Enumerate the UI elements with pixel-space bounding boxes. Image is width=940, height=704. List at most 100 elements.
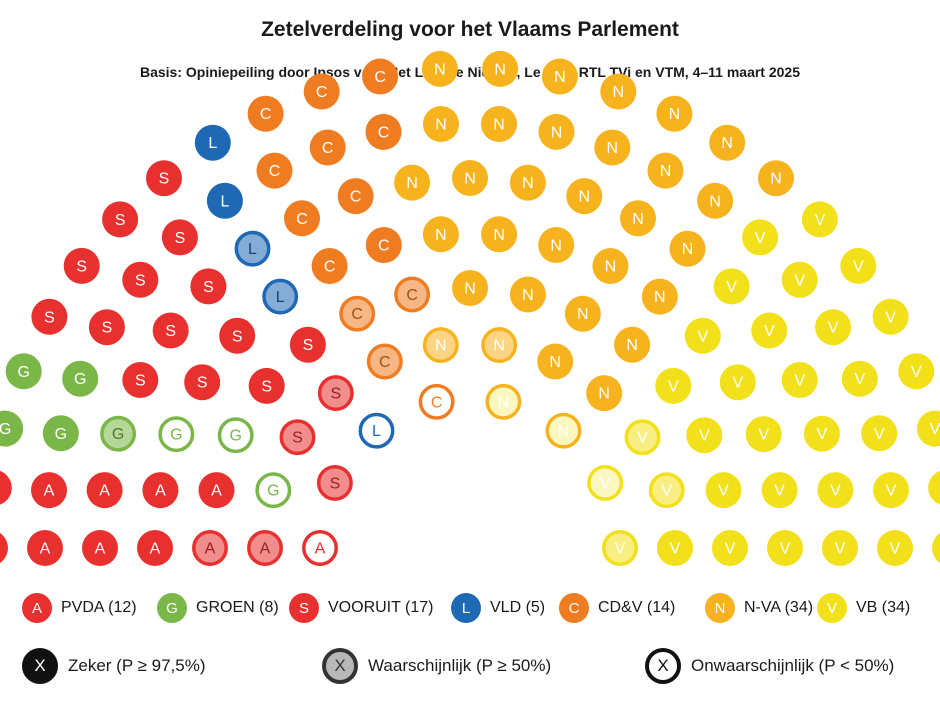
seat-vooruit: S <box>248 367 285 404</box>
seat-vooruit: S <box>122 261 159 298</box>
seat-vooruit: S <box>102 201 139 238</box>
seat-circle <box>63 247 100 284</box>
seat-circle <box>302 530 338 566</box>
seat-letter: N <box>613 84 625 101</box>
seat-circle <box>234 230 271 267</box>
seat-circle <box>537 343 574 380</box>
seat-letter: N <box>669 106 681 123</box>
seat-circle <box>758 160 794 197</box>
seat-letter: S <box>44 309 55 326</box>
seat-circle <box>247 530 283 566</box>
seat-letter: V <box>661 483 672 500</box>
seat-letter: N <box>660 163 672 180</box>
seat-circle <box>219 317 256 354</box>
seat-letter: N <box>435 338 447 355</box>
seat-circle <box>418 383 455 420</box>
legend-label: VB (34) <box>856 599 911 616</box>
seat-circle <box>602 530 638 566</box>
seat-nva: N <box>564 295 601 332</box>
seat-letter: G <box>170 427 182 444</box>
seat-letter: G <box>229 428 241 445</box>
seat-letter: N <box>709 193 721 210</box>
seat-letter: A <box>315 541 326 558</box>
seat-vooruit: S <box>219 317 256 354</box>
seat-vb: V <box>877 530 913 566</box>
seat-circle <box>803 415 840 452</box>
seat-circle <box>262 278 299 315</box>
seat-vb: V <box>840 247 877 284</box>
seat-circle <box>452 270 488 306</box>
seat-nva: N <box>545 412 582 449</box>
seat-circle <box>877 530 913 566</box>
seat-circle <box>592 248 629 284</box>
hemicycle-chart: AAAAAAAAAAAAGGGGGGGGSSSSSSSSSSSSSSSSSLLL… <box>0 50 940 566</box>
seat-circle <box>100 415 137 452</box>
seat-nva: N <box>620 200 656 237</box>
seat-circle <box>158 416 195 453</box>
seat-circle <box>255 472 292 509</box>
seat-vooruit: S <box>63 247 100 284</box>
seat-nva: N <box>537 343 574 380</box>
seat-letter: N <box>434 61 446 78</box>
seat-circle <box>781 261 818 298</box>
seat-letter: C <box>378 124 390 141</box>
seat-groen: G <box>42 415 79 452</box>
seat-letter: V <box>817 426 828 443</box>
seat-circle <box>801 201 838 238</box>
seat-nva: N <box>452 270 488 306</box>
seat-letter: V <box>885 309 896 326</box>
seat-cdv: C <box>365 227 402 263</box>
seat-nva: N <box>422 327 459 364</box>
seat-letter: V <box>794 272 805 289</box>
certainty-label: Waarschijnlijk (P ≥ 50%) <box>368 656 552 675</box>
certainty-swatch: X <box>322 648 358 684</box>
seat-circle <box>86 472 123 509</box>
legend-item-vld: L VLD (5) <box>451 592 545 624</box>
seat-groen: G <box>100 415 137 452</box>
seat-letter: L <box>220 193 229 210</box>
seat-circle <box>5 353 42 390</box>
seat-letter: A <box>155 483 166 500</box>
seat-vld: L <box>194 124 231 161</box>
seat-circle <box>279 419 316 456</box>
seat-letter: V <box>830 483 841 500</box>
seat-vb: V <box>684 317 721 354</box>
seat-circle <box>485 383 522 420</box>
seat-letter: V <box>835 541 846 558</box>
seat-letter: A <box>211 483 222 500</box>
seat-circle <box>509 276 546 313</box>
seat-circle <box>82 530 118 566</box>
seat-letter: V <box>853 258 864 275</box>
seat-letter: G <box>0 421 11 438</box>
seat-circle <box>928 470 940 505</box>
seat-letter: C <box>269 163 281 180</box>
seat-letter: V <box>828 320 839 337</box>
seat-letter: A <box>44 483 55 500</box>
seat-pvda: A <box>302 530 338 566</box>
seat-nva: N <box>452 160 488 196</box>
seat-nva: N <box>482 50 519 87</box>
seat-letter: V <box>758 427 769 444</box>
seat-vb: V <box>822 530 858 566</box>
seat-letter: N <box>498 394 510 411</box>
seat-pvda: A <box>86 472 123 509</box>
seat-circle <box>641 278 678 315</box>
seat-circle <box>422 327 459 364</box>
seat-letter: N <box>435 227 447 244</box>
seat-letter: N <box>598 386 610 403</box>
seat-letter: C <box>260 106 272 123</box>
seat-letter: G <box>17 364 29 381</box>
seat-letter: V <box>697 328 708 345</box>
seat-letter: S <box>330 475 341 492</box>
legend-label: N-VA (34) <box>744 599 814 616</box>
seat-cdv: C <box>365 113 402 150</box>
seat-vooruit: S <box>316 464 353 501</box>
seat-vb: V <box>767 530 803 566</box>
seat-circle <box>545 412 582 449</box>
seat-circle <box>815 309 852 346</box>
seat-letter: S <box>165 323 176 340</box>
seat-circle <box>423 106 459 142</box>
seat-vooruit: S <box>152 312 189 349</box>
seat-circle <box>669 230 706 267</box>
seat-circle <box>719 364 756 401</box>
